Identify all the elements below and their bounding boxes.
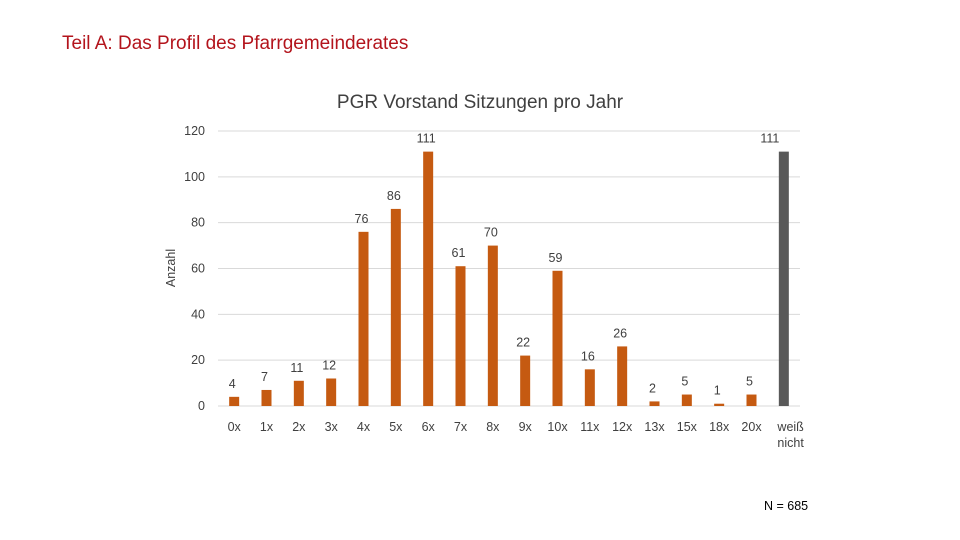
y-tick-label: 100 [184, 170, 205, 184]
bar-6x [423, 151, 434, 406]
data-label: 16 [581, 349, 595, 363]
data-label: 4 [229, 377, 236, 391]
gridlines [218, 130, 800, 407]
bar-1x [261, 389, 272, 406]
x-tick-label: weiß nicht [776, 420, 804, 450]
data-label: 1 [714, 384, 721, 398]
y-tick-labels: 0 20 40 60 80 100 120 [184, 124, 205, 413]
data-label: 76 [355, 212, 369, 226]
bar-4x [358, 231, 369, 406]
data-label: 7 [261, 370, 268, 384]
x-tick-label: 7x [454, 420, 468, 434]
bar-20x [746, 394, 757, 406]
data-label: 70 [484, 226, 498, 240]
bar-8x [487, 245, 498, 406]
x-tick-label: 6x [422, 420, 436, 434]
data-label: 12 [322, 359, 336, 373]
x-tick-label: 8x [486, 420, 500, 434]
bar-9x [520, 355, 531, 406]
data-label: 61 [452, 246, 466, 260]
x-tick-labels: 0x 1x 2x 3x 4x 5x 6x 7x 8x 9x 10x 11x 12x 13x 15x 18x 20… [228, 420, 805, 450]
data-label: 2 [649, 381, 656, 395]
x-tick-label: 15x [677, 420, 698, 434]
data-label: 26 [613, 326, 627, 340]
x-tick-label: 2x [292, 420, 306, 434]
bar-3x [326, 378, 337, 406]
bar-5x [390, 208, 401, 406]
data-label: 5 [681, 375, 688, 389]
x-tick-label: 9x [519, 420, 533, 434]
data-label: 59 [549, 251, 563, 265]
x-tick-label: 11x [580, 420, 600, 434]
bar-11x [584, 369, 595, 406]
x-tick-label: 12x [612, 420, 633, 434]
bar-18x [714, 403, 725, 406]
x-tick-label: 0x [228, 420, 242, 434]
data-label: 11 [290, 361, 303, 375]
x-tick-label: 10x [547, 420, 568, 434]
y-tick-label: 120 [184, 124, 205, 138]
bar-0x [229, 396, 240, 406]
data-label: 111 [417, 132, 436, 146]
slide-title: Teil A: Das Profil des Pfarrgemeinderate… [62, 33, 409, 54]
y-axis-title: Anzahl [164, 249, 178, 287]
bar-7x [455, 266, 466, 406]
sample-size-note: N = 685 [764, 499, 809, 513]
bars [229, 151, 789, 406]
x-tick-label: 18x [709, 420, 730, 434]
y-tick-label: 20 [191, 353, 205, 367]
y-tick-label: 40 [191, 307, 205, 321]
x-tick-label: 4x [357, 420, 371, 434]
data-label: 22 [516, 336, 530, 350]
x-tick-label: 1x [260, 420, 274, 434]
data-labels: 4 7 11 12 76 86 111 61 70 22 59 16 26 2 5 1 5 111 [229, 132, 780, 398]
y-tick-label: 60 [191, 262, 205, 276]
bar-10x [552, 270, 563, 406]
data-label: 111 [760, 132, 779, 146]
x-tick-label: 20x [741, 420, 762, 434]
chart-title: PGR Vorstand Sitzungen pro Jahr [337, 92, 624, 113]
data-label: 86 [387, 189, 401, 203]
bar-2x [293, 380, 304, 406]
y-tick-label: 0 [198, 399, 205, 413]
y-tick-label: 80 [191, 216, 205, 230]
data-label: 5 [746, 375, 753, 389]
x-tick-label: 3x [325, 420, 339, 434]
bar-13x [649, 401, 660, 406]
x-tick-label: 5x [389, 420, 403, 434]
bar-15x [681, 394, 692, 406]
x-tick-label: 13x [644, 420, 665, 434]
bar-weiß-nicht [778, 151, 789, 406]
bar-12x [617, 346, 628, 406]
